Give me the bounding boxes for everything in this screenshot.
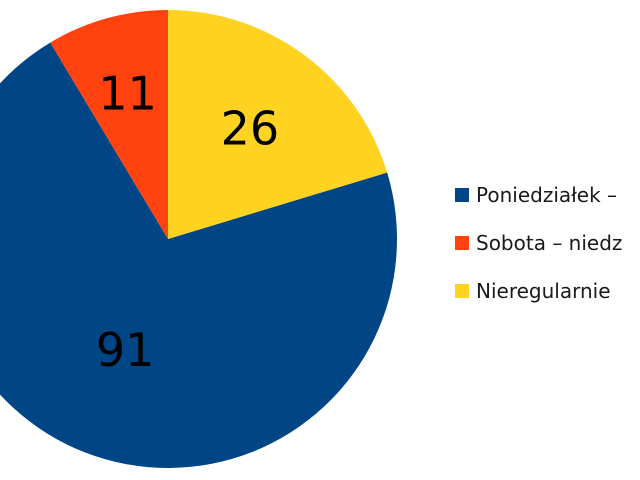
pie-slices (0, 10, 397, 468)
legend: Poniedziałek – Sobota – niedz Nieregularni… (455, 183, 622, 303)
pie-data-label: 11 (98, 66, 157, 120)
pie-slice (168, 10, 388, 239)
pie-slice (50, 10, 168, 239)
legend-swatch (455, 188, 469, 202)
pie-data-label: 26 (221, 102, 280, 156)
legend-label: Sobota – niedz (476, 231, 622, 255)
legend-label: Poniedziałek – (476, 183, 617, 207)
legend-label: Nieregularnie (476, 279, 611, 303)
legend-swatch (455, 284, 469, 298)
pie-data-labels: 91 11 26 (96, 66, 279, 377)
legend-swatch (455, 236, 469, 250)
pie-slice (0, 42, 397, 468)
pie-data-label: 91 (96, 323, 155, 377)
